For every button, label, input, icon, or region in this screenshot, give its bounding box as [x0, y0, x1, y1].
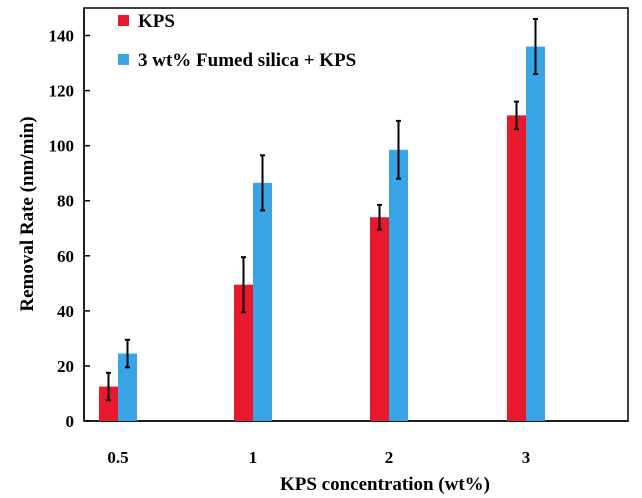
y-axis-title: Removal Rate (nm/min): [17, 116, 38, 311]
x-tick-label: 2: [385, 448, 394, 467]
bar-fumed-silica-kps: [389, 149, 408, 421]
legend-swatch-fumed-silica-kps: [118, 54, 129, 65]
y-axis-ticks: 0 20 40 60 80 100 120 140: [49, 27, 90, 431]
x-tick-label: 0.5: [107, 448, 128, 467]
bar-fumed-silica-kps: [526, 46, 545, 422]
legend: KPS 3 wt% Fumed silica + KPS: [118, 11, 356, 71]
bars: [99, 18, 545, 422]
y-tick-label: 140: [49, 27, 75, 46]
y-tick-label: 20: [57, 357, 74, 376]
y-tick-label: 40: [57, 302, 74, 321]
y-tick-label: 120: [49, 82, 75, 101]
x-tick-label: 1: [249, 448, 258, 467]
bar-kps: [370, 217, 389, 421]
legend-label-kps: KPS: [138, 11, 175, 32]
x-tick-label: 3: [522, 448, 531, 467]
legend-label-fumed-silica-kps: 3 wt% Fumed silica + KPS: [138, 50, 356, 71]
bar-fumed-silica-kps: [253, 182, 272, 421]
bar-kps: [507, 115, 526, 421]
y-tick-label: 100: [49, 137, 75, 156]
y-tick-label: 80: [57, 192, 74, 211]
bar-kps: [99, 386, 118, 421]
legend-swatch-kps: [118, 15, 129, 26]
y-tick-label: 60: [57, 247, 74, 266]
y-tick-label: 0: [66, 412, 75, 431]
bar-kps: [234, 284, 253, 421]
x-axis-title: KPS concentration (wt%): [280, 474, 490, 495]
bar-fumed-silica-kps: [118, 353, 137, 421]
x-axis-ticks: 0.5 1 2 3: [107, 448, 530, 467]
